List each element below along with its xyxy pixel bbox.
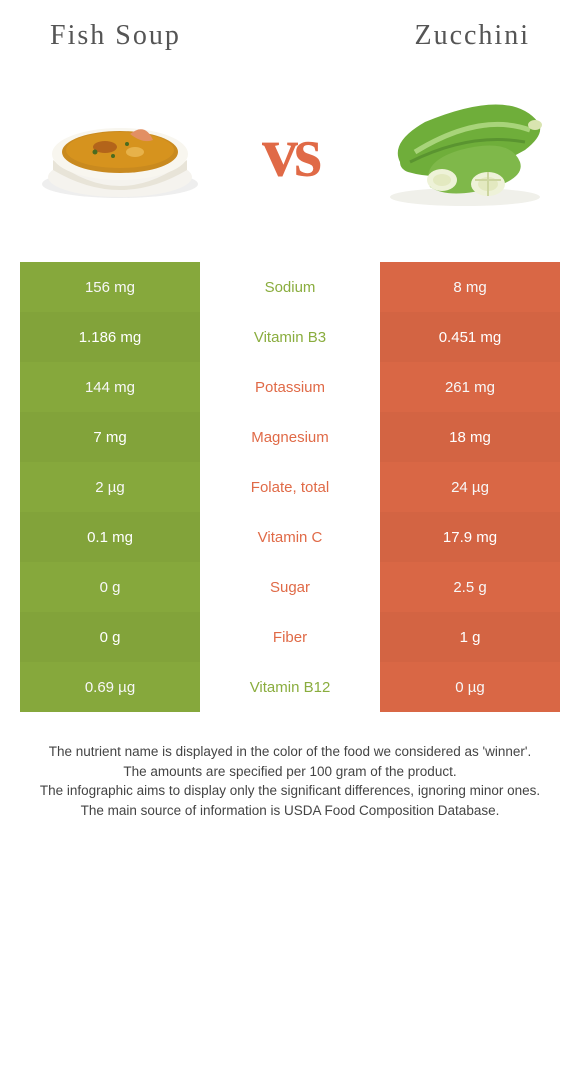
nutrient-label: Sugar <box>200 562 380 612</box>
nutrient-label: Vitamin B12 <box>200 662 380 712</box>
footnote-block: The nutrient name is displayed in the co… <box>20 742 560 820</box>
left-value: 0 g <box>20 562 200 612</box>
left-value: 0 g <box>20 612 200 662</box>
nutrient-row: 0.1 mgVitamin C17.9 mg <box>20 512 560 562</box>
right-value: 17.9 mg <box>380 512 560 562</box>
footnote-line: The infographic aims to display only the… <box>30 781 550 801</box>
footnote-line: The nutrient name is displayed in the co… <box>30 742 550 762</box>
right-value: 0.451 mg <box>380 312 560 362</box>
left-value: 0.1 mg <box>20 512 200 562</box>
fish-soup-image <box>30 82 210 222</box>
right-value: 261 mg <box>380 362 560 412</box>
nutrient-label: Fiber <box>200 612 380 662</box>
vs-label: vs <box>262 111 318 194</box>
nutrient-table: 156 mgSodium8 mg1.186 mgVitamin B30.451 … <box>20 262 560 712</box>
left-value: 144 mg <box>20 362 200 412</box>
left-food-title: Fish soup <box>50 20 181 52</box>
left-value: 2 µg <box>20 462 200 512</box>
right-food-title: Zucchini <box>414 20 530 52</box>
title-row: Fish soup Zucchini <box>20 20 560 52</box>
nutrient-row: 7 mgMagnesium18 mg <box>20 412 560 462</box>
nutrient-row: 144 mgPotassium261 mg <box>20 362 560 412</box>
nutrient-label: Potassium <box>200 362 380 412</box>
nutrient-row: 0 gFiber1 g <box>20 612 560 662</box>
nutrient-row: 1.186 mgVitamin B30.451 mg <box>20 312 560 362</box>
nutrient-label: Sodium <box>200 262 380 312</box>
right-value: 0 µg <box>380 662 560 712</box>
nutrient-row: 0.69 µgVitamin B120 µg <box>20 662 560 712</box>
hero-row: vs <box>20 82 560 222</box>
left-value: 7 mg <box>20 412 200 462</box>
zucchini-image <box>370 82 550 222</box>
nutrient-label: Folate, total <box>200 462 380 512</box>
left-value: 1.186 mg <box>20 312 200 362</box>
right-value: 24 µg <box>380 462 560 512</box>
nutrient-row: 0 gSugar2.5 g <box>20 562 560 612</box>
nutrient-label: Magnesium <box>200 412 380 462</box>
nutrient-label: Vitamin C <box>200 512 380 562</box>
left-value: 156 mg <box>20 262 200 312</box>
right-value: 1 g <box>380 612 560 662</box>
nutrient-row: 156 mgSodium8 mg <box>20 262 560 312</box>
left-value: 0.69 µg <box>20 662 200 712</box>
nutrient-row: 2 µgFolate, total24 µg <box>20 462 560 512</box>
nutrient-label: Vitamin B3 <box>200 312 380 362</box>
footnote-line: The amounts are specified per 100 gram o… <box>30 762 550 782</box>
right-value: 8 mg <box>380 262 560 312</box>
right-value: 18 mg <box>380 412 560 462</box>
footnote-line: The main source of information is USDA F… <box>30 801 550 821</box>
right-value: 2.5 g <box>380 562 560 612</box>
